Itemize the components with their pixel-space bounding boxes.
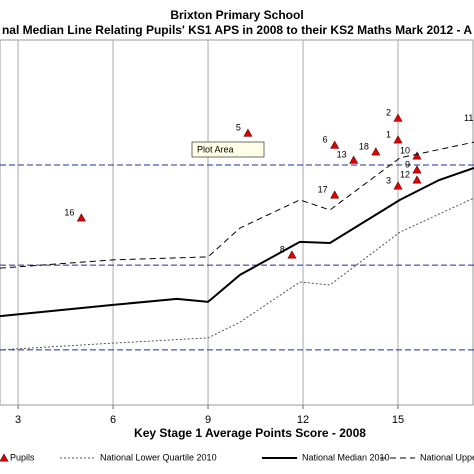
point-label: 6: [323, 135, 328, 145]
point-label: 11: [464, 113, 473, 123]
series-line: [0, 141, 474, 269]
pupil-marker: [349, 155, 359, 164]
point-label: 17: [318, 184, 328, 194]
pupil-marker: [330, 140, 340, 149]
plot-area: [0, 39, 474, 406]
x-axis-title: Key Stage 1 Average Points Score - 2008: [134, 426, 366, 440]
pupil-marker: [393, 113, 403, 122]
point-label: 16: [64, 207, 74, 217]
x-tick-label: 9: [205, 414, 211, 426]
point-label: 3: [386, 175, 391, 185]
pupil-marker: [393, 135, 403, 144]
x-tick-label: 3: [15, 414, 21, 426]
point-label: 10: [400, 145, 410, 155]
x-tick-label: 6: [110, 414, 116, 426]
pupil-marker: [412, 151, 422, 160]
pupil-marker: [243, 128, 253, 137]
pupil-marker: [76, 213, 86, 222]
pupil-marker: [412, 175, 422, 184]
tooltip-box: [191, 141, 265, 158]
point-label: 12: [400, 169, 410, 179]
point-label: 13: [337, 150, 347, 160]
point-label: 5: [236, 123, 241, 133]
point-label: 8: [280, 244, 285, 254]
point-label: 1: [386, 129, 391, 139]
pupil-marker: [412, 165, 422, 174]
point-label: 9: [405, 159, 410, 169]
tooltip-text: Plot Area: [197, 144, 234, 154]
pupil-marker: [371, 147, 381, 156]
pupil-marker: [330, 190, 340, 199]
point-label: 18: [359, 141, 369, 151]
legend-label: National Lower Quartile 2010: [100, 452, 217, 462]
legend: Pupils National Lower Quartile 2010 Nation…: [0, 452, 474, 462]
x-tick-label: 12: [297, 414, 309, 426]
chart-subtitle: nal Median Line Relating Pupils' KS1 APS…: [2, 23, 472, 37]
series-line: [0, 167, 474, 318]
legend-label: National Upper: [420, 452, 474, 462]
legend-label: National Median 2010: [302, 452, 390, 462]
pupil-marker: [393, 181, 403, 190]
point-label: 2: [386, 108, 391, 118]
pupil-marker: [287, 250, 297, 259]
series-line: [0, 197, 474, 351]
x-tick-label: 15: [392, 414, 404, 426]
legend-marker: [0, 453, 9, 462]
chart-title: Brixton Primary School: [170, 8, 303, 22]
legend-label: Pupils: [10, 452, 35, 462]
